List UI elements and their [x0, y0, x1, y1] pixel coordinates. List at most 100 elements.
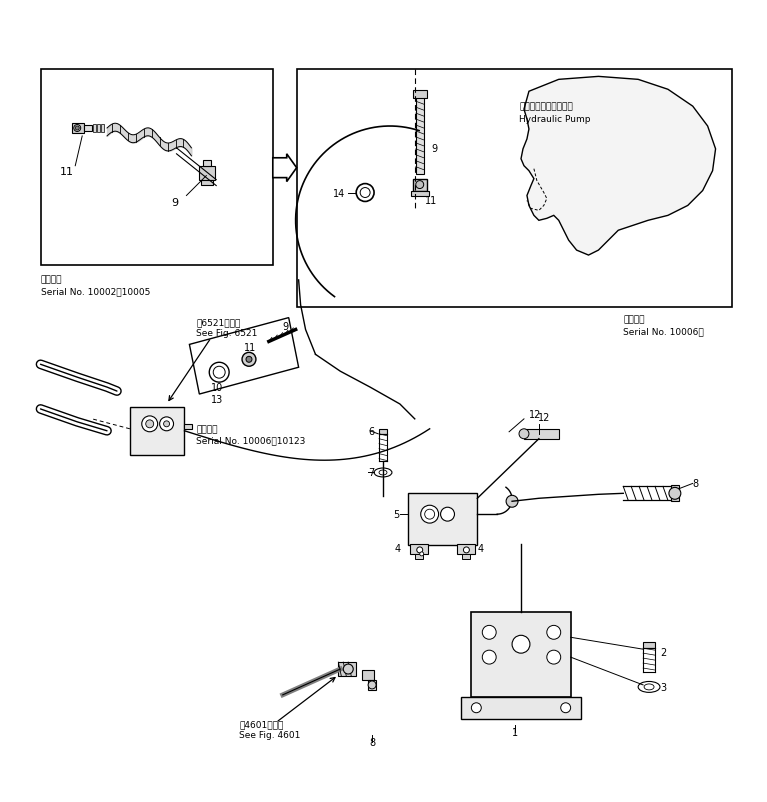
- Circle shape: [506, 496, 518, 508]
- Ellipse shape: [379, 471, 387, 476]
- Text: 13: 13: [211, 395, 223, 404]
- Circle shape: [242, 353, 256, 367]
- Circle shape: [209, 363, 229, 383]
- Circle shape: [75, 127, 79, 131]
- Circle shape: [163, 421, 170, 427]
- Text: 6: 6: [368, 426, 374, 436]
- Text: 11: 11: [59, 167, 74, 176]
- Text: 適用号機: 適用号機: [41, 275, 62, 284]
- Bar: [203, 160, 211, 167]
- Text: Serial No. 10006～10123: Serial No. 10006～10123: [196, 435, 306, 444]
- Bar: [273, 161, 295, 176]
- Text: Hydraulic Pump: Hydraulic Pump: [519, 115, 591, 124]
- Text: See Fig. 4601: See Fig. 4601: [239, 730, 301, 739]
- Circle shape: [512, 635, 530, 654]
- Text: 第6521図参照: 第6521図参照: [196, 318, 241, 326]
- Text: 9: 9: [283, 321, 289, 331]
- Bar: [411, 192, 429, 197]
- Bar: [408, 494, 477, 545]
- Bar: [201, 180, 213, 185]
- Bar: [362, 670, 374, 680]
- Bar: [463, 554, 470, 559]
- Circle shape: [547, 650, 561, 664]
- Circle shape: [561, 703, 571, 713]
- Text: 4: 4: [395, 543, 401, 553]
- Circle shape: [519, 429, 529, 439]
- Text: 2: 2: [660, 647, 667, 658]
- Text: 第4601図参照: 第4601図参照: [239, 719, 284, 728]
- Bar: [338, 662, 356, 676]
- Text: 11: 11: [244, 343, 256, 353]
- Bar: [130, 407, 184, 455]
- Circle shape: [482, 626, 496, 639]
- Bar: [416, 95, 423, 175]
- Bar: [643, 642, 655, 648]
- Text: Serial No. 10002～10005: Serial No. 10002～10005: [41, 287, 150, 296]
- Circle shape: [74, 125, 81, 132]
- Bar: [415, 554, 423, 559]
- Text: 12: 12: [529, 409, 542, 419]
- Circle shape: [416, 547, 423, 553]
- Circle shape: [472, 703, 481, 713]
- Text: 7: 7: [368, 468, 374, 478]
- Circle shape: [421, 505, 439, 524]
- Text: 9: 9: [432, 144, 438, 154]
- Bar: [297, 71, 732, 307]
- Text: 8: 8: [693, 479, 699, 488]
- Bar: [199, 167, 216, 180]
- Circle shape: [416, 181, 423, 189]
- Text: 14: 14: [334, 188, 346, 198]
- Text: ハイドロリックポンプ: ハイドロリックポンプ: [519, 103, 573, 111]
- Ellipse shape: [638, 682, 660, 692]
- Circle shape: [547, 626, 561, 639]
- Bar: [93, 125, 96, 133]
- Bar: [472, 613, 571, 697]
- Text: 12: 12: [538, 412, 550, 423]
- Bar: [410, 545, 428, 554]
- Bar: [671, 486, 679, 501]
- Circle shape: [425, 509, 435, 520]
- Circle shape: [440, 508, 455, 521]
- Ellipse shape: [374, 468, 392, 477]
- Bar: [368, 680, 376, 690]
- Ellipse shape: [644, 684, 654, 690]
- Bar: [84, 126, 92, 132]
- Circle shape: [160, 417, 173, 431]
- Circle shape: [368, 681, 376, 689]
- Bar: [379, 429, 387, 434]
- Text: 5: 5: [393, 509, 399, 520]
- Circle shape: [420, 553, 423, 556]
- Bar: [413, 180, 426, 192]
- Circle shape: [463, 547, 469, 553]
- Bar: [524, 429, 558, 439]
- Circle shape: [246, 357, 252, 363]
- Text: 8: 8: [369, 736, 375, 747]
- Text: 3: 3: [660, 682, 666, 692]
- Bar: [462, 697, 581, 719]
- Text: 適用号機: 適用号機: [196, 425, 218, 434]
- Circle shape: [213, 367, 225, 379]
- Bar: [97, 125, 100, 133]
- Text: 4: 4: [477, 543, 483, 553]
- Polygon shape: [521, 77, 716, 256]
- Text: See Fig. 6521: See Fig. 6521: [196, 329, 258, 338]
- Polygon shape: [189, 318, 298, 395]
- Text: 9: 9: [172, 198, 179, 209]
- Bar: [41, 71, 273, 265]
- Text: Serial No. 10006～: Serial No. 10006～: [624, 326, 704, 335]
- Bar: [457, 545, 476, 554]
- Bar: [184, 424, 193, 429]
- Bar: [413, 91, 426, 99]
- Bar: [101, 125, 104, 133]
- Bar: [72, 124, 84, 134]
- Circle shape: [669, 488, 681, 500]
- Text: 10: 10: [211, 383, 223, 393]
- Text: 適用号機: 適用号機: [624, 314, 645, 324]
- Circle shape: [142, 416, 158, 432]
- Polygon shape: [273, 155, 297, 182]
- Text: 1: 1: [512, 727, 518, 737]
- Circle shape: [344, 664, 354, 674]
- Circle shape: [146, 420, 153, 428]
- Text: 11: 11: [425, 196, 437, 206]
- Circle shape: [482, 650, 496, 664]
